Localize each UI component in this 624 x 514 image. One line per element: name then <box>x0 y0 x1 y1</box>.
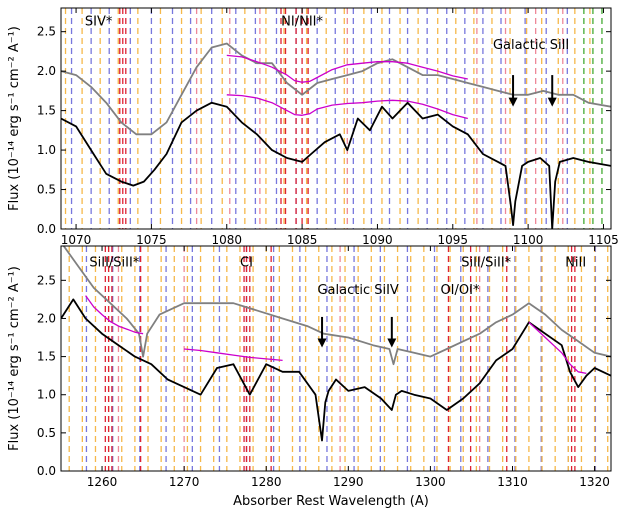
series-continuum-fit-upper <box>226 54 468 83</box>
annotation-label: NiII <box>565 256 586 271</box>
arrow-head <box>387 338 397 348</box>
y-tick-label: 2.0 <box>37 64 56 78</box>
x-tick-label: 1100 <box>513 233 544 247</box>
series-spectrum-black <box>61 101 611 229</box>
y-axis-label: Flux (10⁻¹⁴ erg s⁻¹ cm⁻² A⁻¹) <box>7 26 22 211</box>
series-continuum-fit-nii <box>528 321 587 375</box>
x-tick-label: 1105 <box>588 233 619 247</box>
y-axis-label: Flux (10⁻¹⁴ erg s⁻¹ cm⁻² A⁻¹) <box>7 266 22 451</box>
annotation-label: SIV* <box>85 14 113 29</box>
x-tick-label: 1075 <box>136 233 167 247</box>
y-tick-label: 1.0 <box>37 388 56 402</box>
annotation-label: NI/NII* <box>281 14 323 29</box>
series-spectrum-gray <box>62 246 611 366</box>
arrow-head <box>508 97 518 107</box>
panel-top: 1070 1075 1080 1085 1090 1095 1100 1105 0.0 0.5 1.… <box>7 7 619 247</box>
y-tick-label: 1.0 <box>37 143 56 157</box>
panel-bottom: 1260 1270 1280 1290 1300 1310 1320 0.0 0.5 1.0 1.5… <box>7 245 612 489</box>
y-tick-label: 1.5 <box>37 104 56 118</box>
axes-frame <box>60 245 612 472</box>
y-tick-label: 2.5 <box>37 25 56 39</box>
annotation-label: OI/OI* <box>440 283 480 298</box>
series-spectrum-gray <box>61 42 611 136</box>
y-tick-label: 0.0 <box>37 464 56 478</box>
x-tick-label: 1320 <box>579 475 610 489</box>
annotation-label: SiII/SiII* <box>461 256 511 271</box>
arrow-head <box>547 97 557 107</box>
plot-area <box>61 8 611 229</box>
x-tick-label: 1085 <box>287 233 318 247</box>
annotation-label: Galactic SiIV <box>317 283 398 298</box>
arrow-head <box>317 338 327 348</box>
x-axis-label: Absorber Rest Wavelength (A) <box>233 494 429 509</box>
annotation-label: CI <box>240 256 253 271</box>
x-tick-label: 1080 <box>211 233 242 247</box>
series-continuum-fit-lower <box>184 348 283 362</box>
y-tick-label: 2.0 <box>37 311 56 325</box>
x-tick-label: 1290 <box>333 475 364 489</box>
annotation-label: Galactic SiII <box>493 38 569 53</box>
plot-area <box>61 246 611 471</box>
x-tick-label: 1070 <box>61 233 92 247</box>
y-tick-label: 0.5 <box>37 426 56 440</box>
y-tick-label: 1.5 <box>37 350 56 364</box>
y-tick-label: 0.0 <box>37 222 56 236</box>
x-tick-label: 1270 <box>169 475 200 489</box>
series-continuum-fit-upper <box>85 295 144 335</box>
x-tick-label: 1280 <box>251 475 282 489</box>
x-tick-label: 1310 <box>497 475 528 489</box>
x-tick-label: 1090 <box>362 233 393 247</box>
x-tick-label: 1260 <box>87 475 118 489</box>
y-tick-label: 0.5 <box>37 183 56 197</box>
y-tick-label: 2.5 <box>37 273 56 287</box>
x-tick-label: 1300 <box>415 475 446 489</box>
x-tick-label: 1095 <box>438 233 469 247</box>
annotation-label: SiII/SiII* <box>89 256 139 271</box>
axes-frame <box>60 7 612 230</box>
series-continuum-fit-lower <box>226 94 468 120</box>
